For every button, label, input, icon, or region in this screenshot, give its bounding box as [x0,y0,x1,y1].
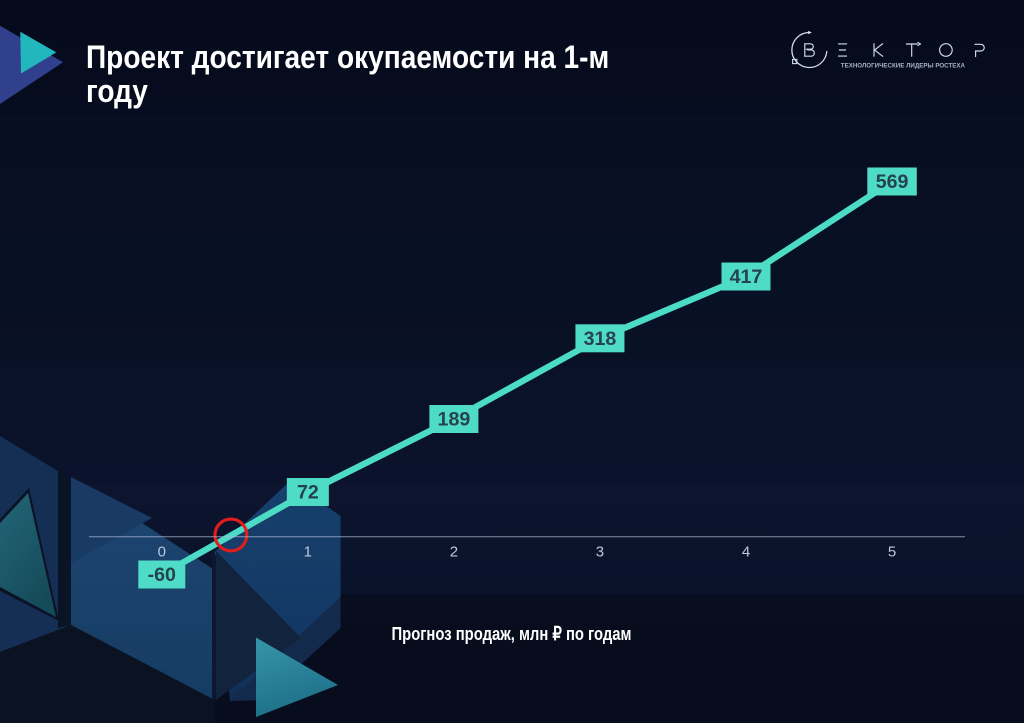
svg-text:1: 1 [304,543,312,560]
svg-text:0: 0 [158,543,166,560]
svg-text:ТЕХНОЛОГИЧЕСКИЕ ЛИДЕРЫ РОСТЕХА: ТЕХНОЛОГИЧЕСКИЕ ЛИДЕРЫ РОСТЕХА [841,63,966,70]
svg-text:2: 2 [450,543,458,560]
svg-text:189: 189 [438,409,471,431]
svg-text:Прогноз продаж, млн ₽ по годам: Прогноз продаж, млн ₽ по годам [392,624,632,645]
svg-text:318: 318 [584,328,617,350]
svg-text:-60: -60 [148,564,176,586]
svg-text:72: 72 [297,482,319,504]
svg-text:417: 417 [730,266,763,288]
svg-text:569: 569 [876,171,909,193]
svg-text:3: 3 [596,543,604,560]
svg-text:4: 4 [742,543,750,560]
svg-text:5: 5 [888,543,896,560]
